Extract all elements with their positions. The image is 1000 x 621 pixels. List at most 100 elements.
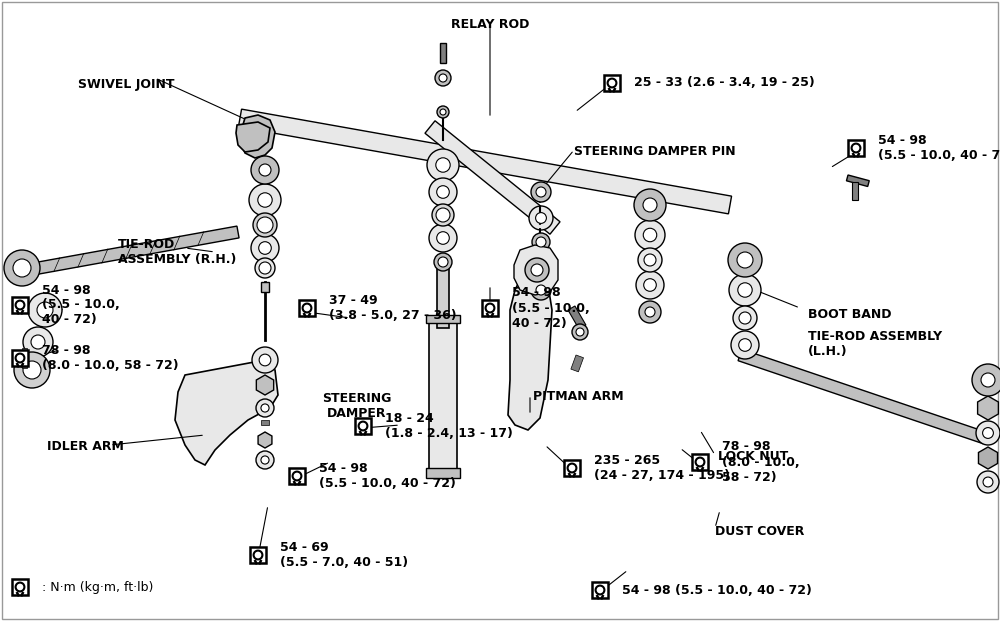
Polygon shape — [514, 245, 558, 295]
Polygon shape — [508, 278, 552, 430]
Bar — [437, 258, 449, 328]
Text: BOOT BAND: BOOT BAND — [808, 308, 892, 321]
Circle shape — [23, 327, 53, 357]
Bar — [429, 318, 457, 473]
Circle shape — [23, 361, 41, 379]
Circle shape — [528, 252, 554, 278]
Circle shape — [531, 280, 551, 300]
Circle shape — [261, 404, 269, 412]
Circle shape — [258, 193, 272, 207]
Text: DUST COVER: DUST COVER — [715, 525, 804, 538]
Text: TIE-ROD
ASSEMBLY (R.H.): TIE-ROD ASSEMBLY (R.H.) — [118, 238, 236, 266]
Circle shape — [738, 283, 752, 297]
Text: : N·m (kg·m, ft·lb): : N·m (kg·m, ft·lb) — [42, 581, 153, 594]
Polygon shape — [738, 350, 987, 443]
Circle shape — [728, 243, 762, 277]
Text: LOCK NUT: LOCK NUT — [718, 450, 788, 463]
Bar — [440, 43, 446, 63]
Circle shape — [644, 279, 656, 291]
FancyBboxPatch shape — [289, 468, 305, 484]
Circle shape — [436, 158, 450, 172]
Circle shape — [983, 477, 993, 487]
Text: 54 - 98 (5.5 - 10.0, 40 - 72): 54 - 98 (5.5 - 10.0, 40 - 72) — [622, 584, 812, 597]
Bar — [852, 182, 858, 200]
Text: IDLER ARM: IDLER ARM — [47, 440, 124, 453]
Circle shape — [536, 237, 546, 247]
Circle shape — [28, 293, 62, 327]
Circle shape — [429, 178, 457, 206]
Circle shape — [576, 328, 584, 336]
Text: RELAY ROD: RELAY ROD — [451, 18, 529, 31]
Circle shape — [251, 156, 279, 184]
Text: 78 - 98
(8.0 - 10.0, 58 - 72): 78 - 98 (8.0 - 10.0, 58 - 72) — [42, 344, 179, 372]
Polygon shape — [978, 396, 998, 420]
Circle shape — [251, 234, 279, 262]
Circle shape — [257, 217, 273, 233]
Polygon shape — [425, 120, 560, 234]
Circle shape — [638, 248, 662, 272]
FancyBboxPatch shape — [564, 460, 580, 476]
Text: 54 - 69
(5.5 - 7.0, 40 - 51): 54 - 69 (5.5 - 7.0, 40 - 51) — [280, 541, 408, 569]
Text: 18 - 24
(1.8 - 2.4, 13 - 17): 18 - 24 (1.8 - 2.4, 13 - 17) — [385, 412, 513, 440]
Bar — [261, 420, 269, 425]
Text: 54 - 98
(5.5 - 10.0, 40 - 72): 54 - 98 (5.5 - 10.0, 40 - 72) — [878, 134, 1000, 162]
FancyBboxPatch shape — [12, 297, 28, 313]
Circle shape — [429, 224, 457, 252]
Circle shape — [259, 242, 271, 255]
Circle shape — [977, 471, 999, 493]
Circle shape — [536, 212, 546, 224]
Circle shape — [436, 208, 450, 222]
Text: 25 - 33 (2.6 - 3.4, 19 - 25): 25 - 33 (2.6 - 3.4, 19 - 25) — [634, 76, 815, 89]
Text: PITMAN ARM: PITMAN ARM — [533, 390, 624, 403]
Circle shape — [440, 109, 446, 115]
Text: 235 - 265
(24 - 27, 174 - 195): 235 - 265 (24 - 27, 174 - 195) — [594, 454, 730, 482]
Circle shape — [249, 184, 281, 216]
Polygon shape — [240, 115, 275, 158]
Text: SWIVEL JOINT: SWIVEL JOINT — [78, 78, 175, 91]
Circle shape — [535, 259, 547, 271]
Polygon shape — [21, 226, 239, 277]
Circle shape — [733, 306, 757, 330]
Circle shape — [439, 74, 447, 82]
Circle shape — [531, 182, 551, 202]
Circle shape — [739, 312, 751, 324]
FancyBboxPatch shape — [482, 300, 498, 316]
Circle shape — [435, 70, 451, 86]
Bar — [846, 175, 869, 186]
Polygon shape — [978, 447, 998, 469]
FancyBboxPatch shape — [592, 582, 608, 598]
Text: 78 - 98
(8.0 - 10.0,
58 - 72): 78 - 98 (8.0 - 10.0, 58 - 72) — [722, 440, 800, 484]
Bar — [261, 282, 269, 292]
Text: 37 - 49
(3.8 - 5.0, 27 - 36): 37 - 49 (3.8 - 5.0, 27 - 36) — [329, 294, 457, 322]
Circle shape — [639, 301, 661, 323]
Circle shape — [972, 364, 1000, 396]
Circle shape — [259, 262, 271, 274]
Circle shape — [531, 264, 543, 276]
Circle shape — [438, 257, 448, 267]
Circle shape — [432, 204, 454, 226]
Circle shape — [434, 253, 452, 271]
Circle shape — [256, 451, 274, 469]
Circle shape — [731, 331, 759, 359]
Bar — [426, 468, 460, 478]
Circle shape — [259, 164, 271, 176]
Text: TIE-ROD ASSEMBLY
(L.H.): TIE-ROD ASSEMBLY (L.H.) — [808, 330, 942, 358]
Circle shape — [634, 189, 666, 221]
FancyBboxPatch shape — [604, 75, 620, 91]
Circle shape — [427, 149, 459, 181]
Circle shape — [31, 335, 45, 349]
Circle shape — [976, 421, 1000, 445]
Bar — [568, 306, 586, 329]
Circle shape — [259, 354, 271, 366]
Circle shape — [14, 352, 50, 388]
Circle shape — [255, 258, 275, 278]
Polygon shape — [175, 360, 278, 465]
Bar — [426, 315, 460, 323]
Circle shape — [532, 233, 550, 251]
Circle shape — [983, 428, 993, 438]
FancyBboxPatch shape — [355, 418, 371, 434]
Text: 54 - 98
(5.5 - 10.0,
40 - 72): 54 - 98 (5.5 - 10.0, 40 - 72) — [42, 284, 120, 327]
FancyBboxPatch shape — [12, 350, 28, 366]
Circle shape — [37, 302, 53, 318]
Circle shape — [252, 347, 278, 373]
